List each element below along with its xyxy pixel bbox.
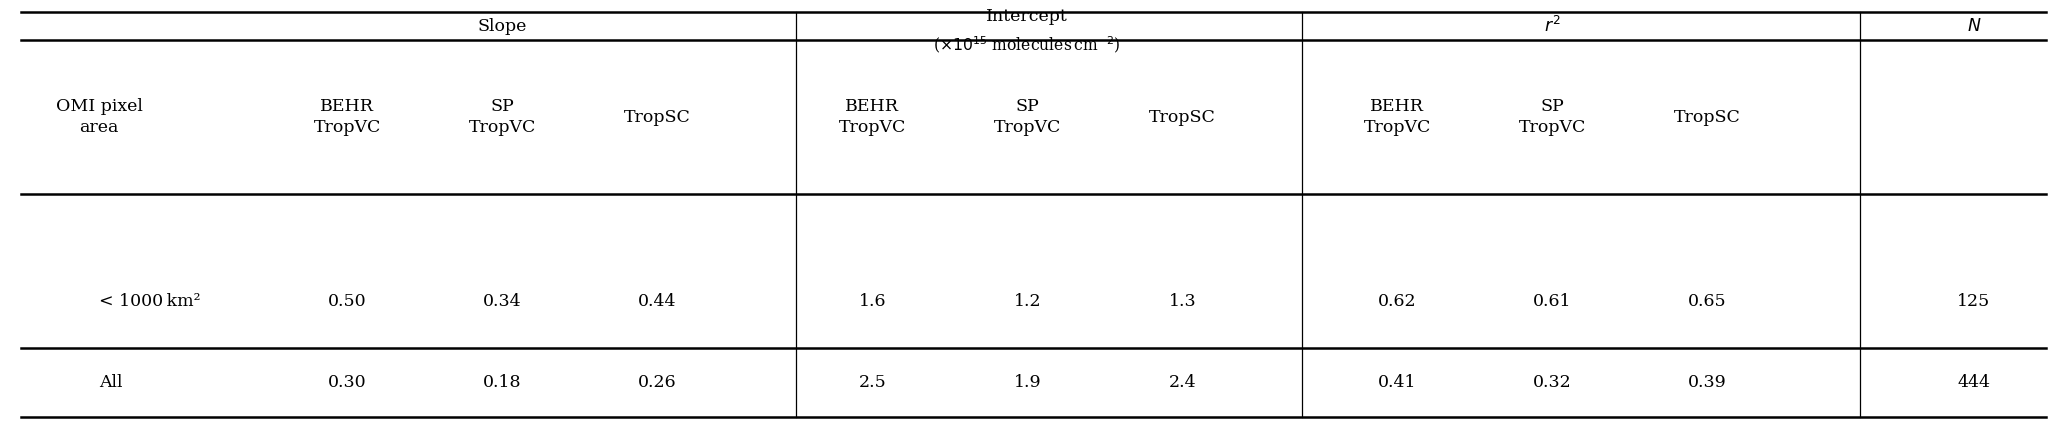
Text: 0.44: 0.44 <box>639 293 676 310</box>
Text: 0.18: 0.18 <box>484 374 521 391</box>
Text: 0.61: 0.61 <box>1534 293 1571 310</box>
Text: SP
TropVC: SP TropVC <box>994 99 1060 136</box>
Text: TropSC: TropSC <box>1149 109 1215 126</box>
Text: 2.5: 2.5 <box>858 374 887 391</box>
Text: 1.9: 1.9 <box>1013 374 1042 391</box>
Text: 1.3: 1.3 <box>1168 293 1197 310</box>
Text: BEHR
TropVC: BEHR TropVC <box>314 99 380 136</box>
Text: $N$: $N$ <box>1966 18 1982 35</box>
Text: All: All <box>99 374 122 391</box>
Text: Intercept: Intercept <box>986 8 1069 25</box>
Text: Slope: Slope <box>477 18 527 35</box>
Text: < 1000 km²: < 1000 km² <box>99 293 200 310</box>
Text: 0.32: 0.32 <box>1534 374 1571 391</box>
Text: 0.65: 0.65 <box>1689 293 1726 310</box>
Text: SP
TropVC: SP TropVC <box>1519 99 1585 136</box>
Text: TropSC: TropSC <box>1674 109 1740 126</box>
Text: 0.30: 0.30 <box>329 374 366 391</box>
Text: BEHR
TropVC: BEHR TropVC <box>1364 99 1430 136</box>
Text: 0.50: 0.50 <box>329 293 366 310</box>
Text: TropSC: TropSC <box>624 109 690 126</box>
Text: 0.41: 0.41 <box>1379 374 1416 391</box>
Text: 2.4: 2.4 <box>1168 374 1197 391</box>
Text: 0.39: 0.39 <box>1689 374 1726 391</box>
Text: 0.62: 0.62 <box>1379 293 1416 310</box>
Text: 0.34: 0.34 <box>484 293 521 310</box>
Text: ($\times10^{15}$ molecules$\,$cm$^{-2}$): ($\times10^{15}$ molecules$\,$cm$^{-2}$) <box>934 34 1120 55</box>
Text: 125: 125 <box>1957 293 1991 310</box>
Text: 444: 444 <box>1957 374 1991 391</box>
Text: 1.6: 1.6 <box>858 293 887 310</box>
Text: SP
TropVC: SP TropVC <box>469 99 535 136</box>
Text: 0.26: 0.26 <box>639 374 676 391</box>
Text: $r^{2}$: $r^{2}$ <box>1544 16 1561 37</box>
Text: 1.2: 1.2 <box>1013 293 1042 310</box>
Text: BEHR
TropVC: BEHR TropVC <box>839 99 905 136</box>
Text: OMI pixel
area: OMI pixel area <box>56 99 143 136</box>
